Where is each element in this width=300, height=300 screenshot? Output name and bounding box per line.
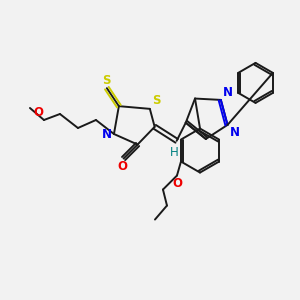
Text: O: O	[118, 160, 128, 172]
Text: N: N	[102, 128, 112, 140]
Text: O: O	[172, 176, 182, 190]
Text: S: S	[152, 94, 161, 107]
Text: N: N	[230, 126, 239, 139]
Text: O: O	[33, 106, 43, 119]
Text: S: S	[103, 74, 111, 87]
Text: N: N	[223, 86, 233, 99]
Text: H: H	[170, 146, 179, 159]
